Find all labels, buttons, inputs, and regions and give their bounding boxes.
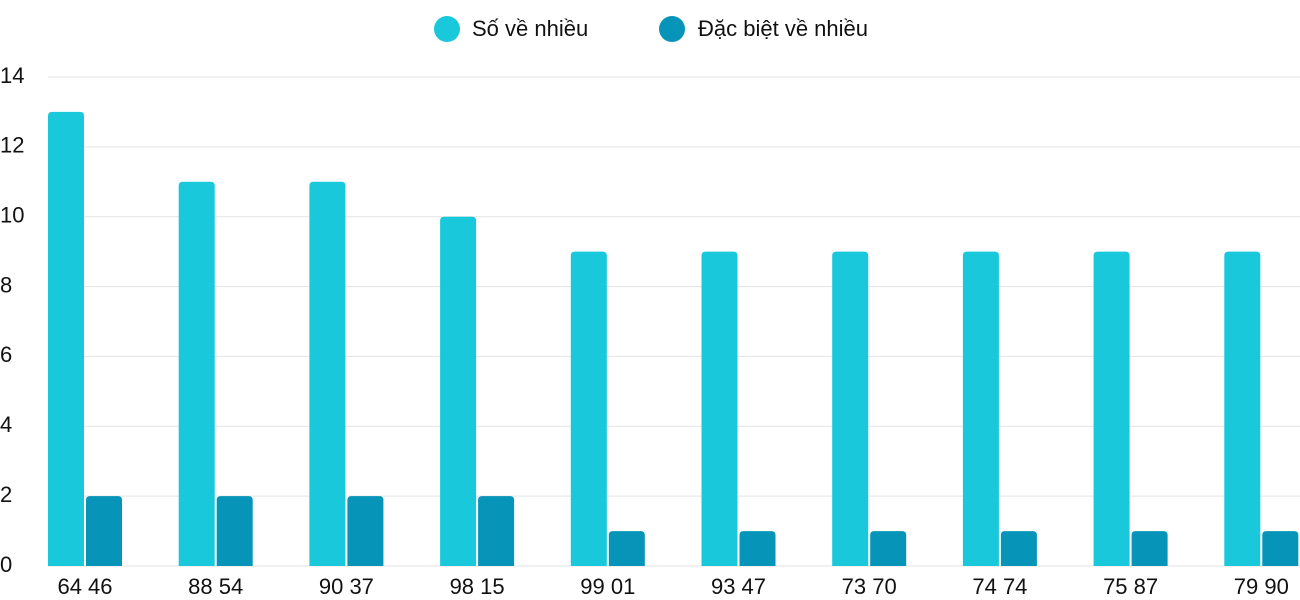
- x-tick-label: 74 74: [972, 574, 1027, 599]
- legend-label: Đặc biệt về nhiều: [698, 16, 868, 41]
- bar: [570, 251, 607, 566]
- y-tick-label: 2: [0, 482, 12, 507]
- legend-marker: [659, 16, 685, 42]
- y-tick-label: 8: [0, 272, 12, 297]
- bar: [962, 251, 999, 566]
- bar: [1000, 531, 1037, 566]
- bar: [701, 251, 738, 566]
- bar: [870, 531, 907, 566]
- x-tick-label: 64 46: [57, 574, 112, 599]
- bar: [1262, 531, 1299, 566]
- legend-label: Số về nhiều: [472, 16, 588, 41]
- bar: [1093, 251, 1130, 566]
- y-tick-label: 0: [0, 552, 12, 577]
- x-tick-label: 98 15: [450, 574, 505, 599]
- bar: [478, 496, 515, 566]
- x-tick-label: 88 54: [188, 574, 243, 599]
- legend-marker: [434, 16, 460, 42]
- x-tick-label: 99 01: [580, 574, 635, 599]
- x-tick-label: 73 70: [842, 574, 897, 599]
- y-tick-label: 6: [0, 342, 12, 367]
- x-tick-label: 79 90: [1234, 574, 1289, 599]
- bar: [48, 111, 84, 566]
- bar: [832, 251, 869, 566]
- bar: [216, 496, 253, 566]
- bar: [739, 531, 776, 566]
- x-tick-label: 90 37: [319, 574, 374, 599]
- y-tick-label: 10: [0, 203, 24, 228]
- bar: [608, 531, 645, 566]
- bar: [347, 496, 384, 566]
- y-tick-label: 4: [0, 412, 12, 437]
- bar: [86, 496, 122, 566]
- bar: [1224, 251, 1261, 566]
- x-tick-label: 93 47: [711, 574, 766, 599]
- y-tick-label: 14: [0, 63, 24, 88]
- y-tick-label: 12: [0, 133, 24, 158]
- x-tick-label: 75 87: [1103, 574, 1158, 599]
- bar: [1131, 531, 1168, 566]
- bar: [178, 181, 215, 567]
- bar: [309, 181, 346, 567]
- bar: [440, 216, 477, 566]
